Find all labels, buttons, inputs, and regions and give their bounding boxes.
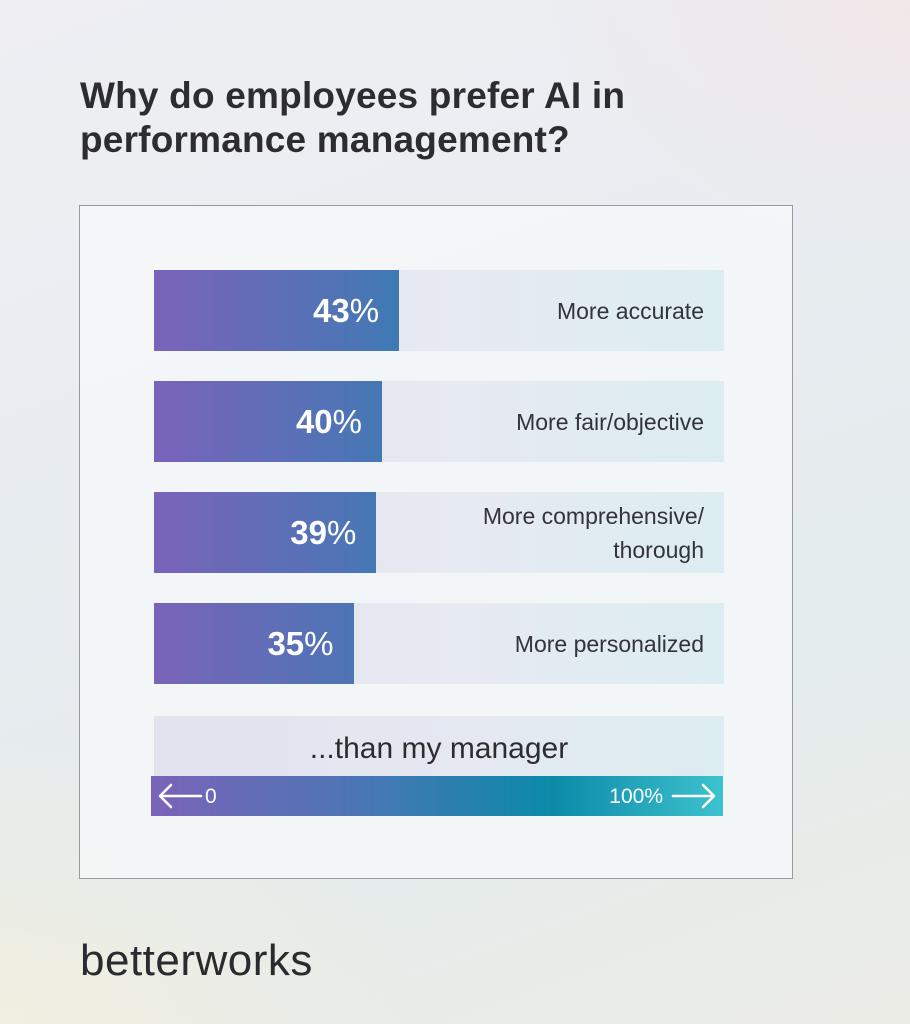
bar (154, 270, 400, 351)
bar-value-label: 39% (290, 514, 357, 551)
arrow-left-icon (158, 783, 203, 809)
bar (154, 603, 354, 684)
bar-row: 40% More fair/objective (154, 381, 724, 462)
bar (154, 492, 377, 573)
bar-row: 35% More personalized (154, 603, 724, 684)
betterworks-logo: betterworks (80, 936, 313, 985)
category-label: More fair/objective (516, 408, 704, 435)
bar (154, 381, 382, 462)
chart-panel: 43% More accurate 40% More fair/objective 39… (79, 205, 793, 879)
category-label: More personalized (514, 630, 704, 657)
category-label: More accurate (556, 297, 704, 324)
scale-max-label: 100% (609, 785, 663, 808)
bar-value-label: 35% (267, 625, 334, 662)
scale-bar: 0 100% (151, 776, 723, 816)
comparison-footnote: ...than my manager (154, 716, 724, 776)
bar-row: 39% More comprehensive/ thorough (154, 492, 724, 573)
bar-value-label: 40% (295, 403, 362, 440)
bar-value-label: 43% (313, 292, 380, 329)
category-label: More comprehensive/ thorough (482, 502, 704, 563)
arrow-right-icon (671, 783, 716, 809)
scale-min-label: 0 (205, 785, 217, 808)
bar-row: 43% More accurate (154, 270, 724, 351)
chart-title: Why do employees prefer AI in performanc… (80, 75, 626, 160)
